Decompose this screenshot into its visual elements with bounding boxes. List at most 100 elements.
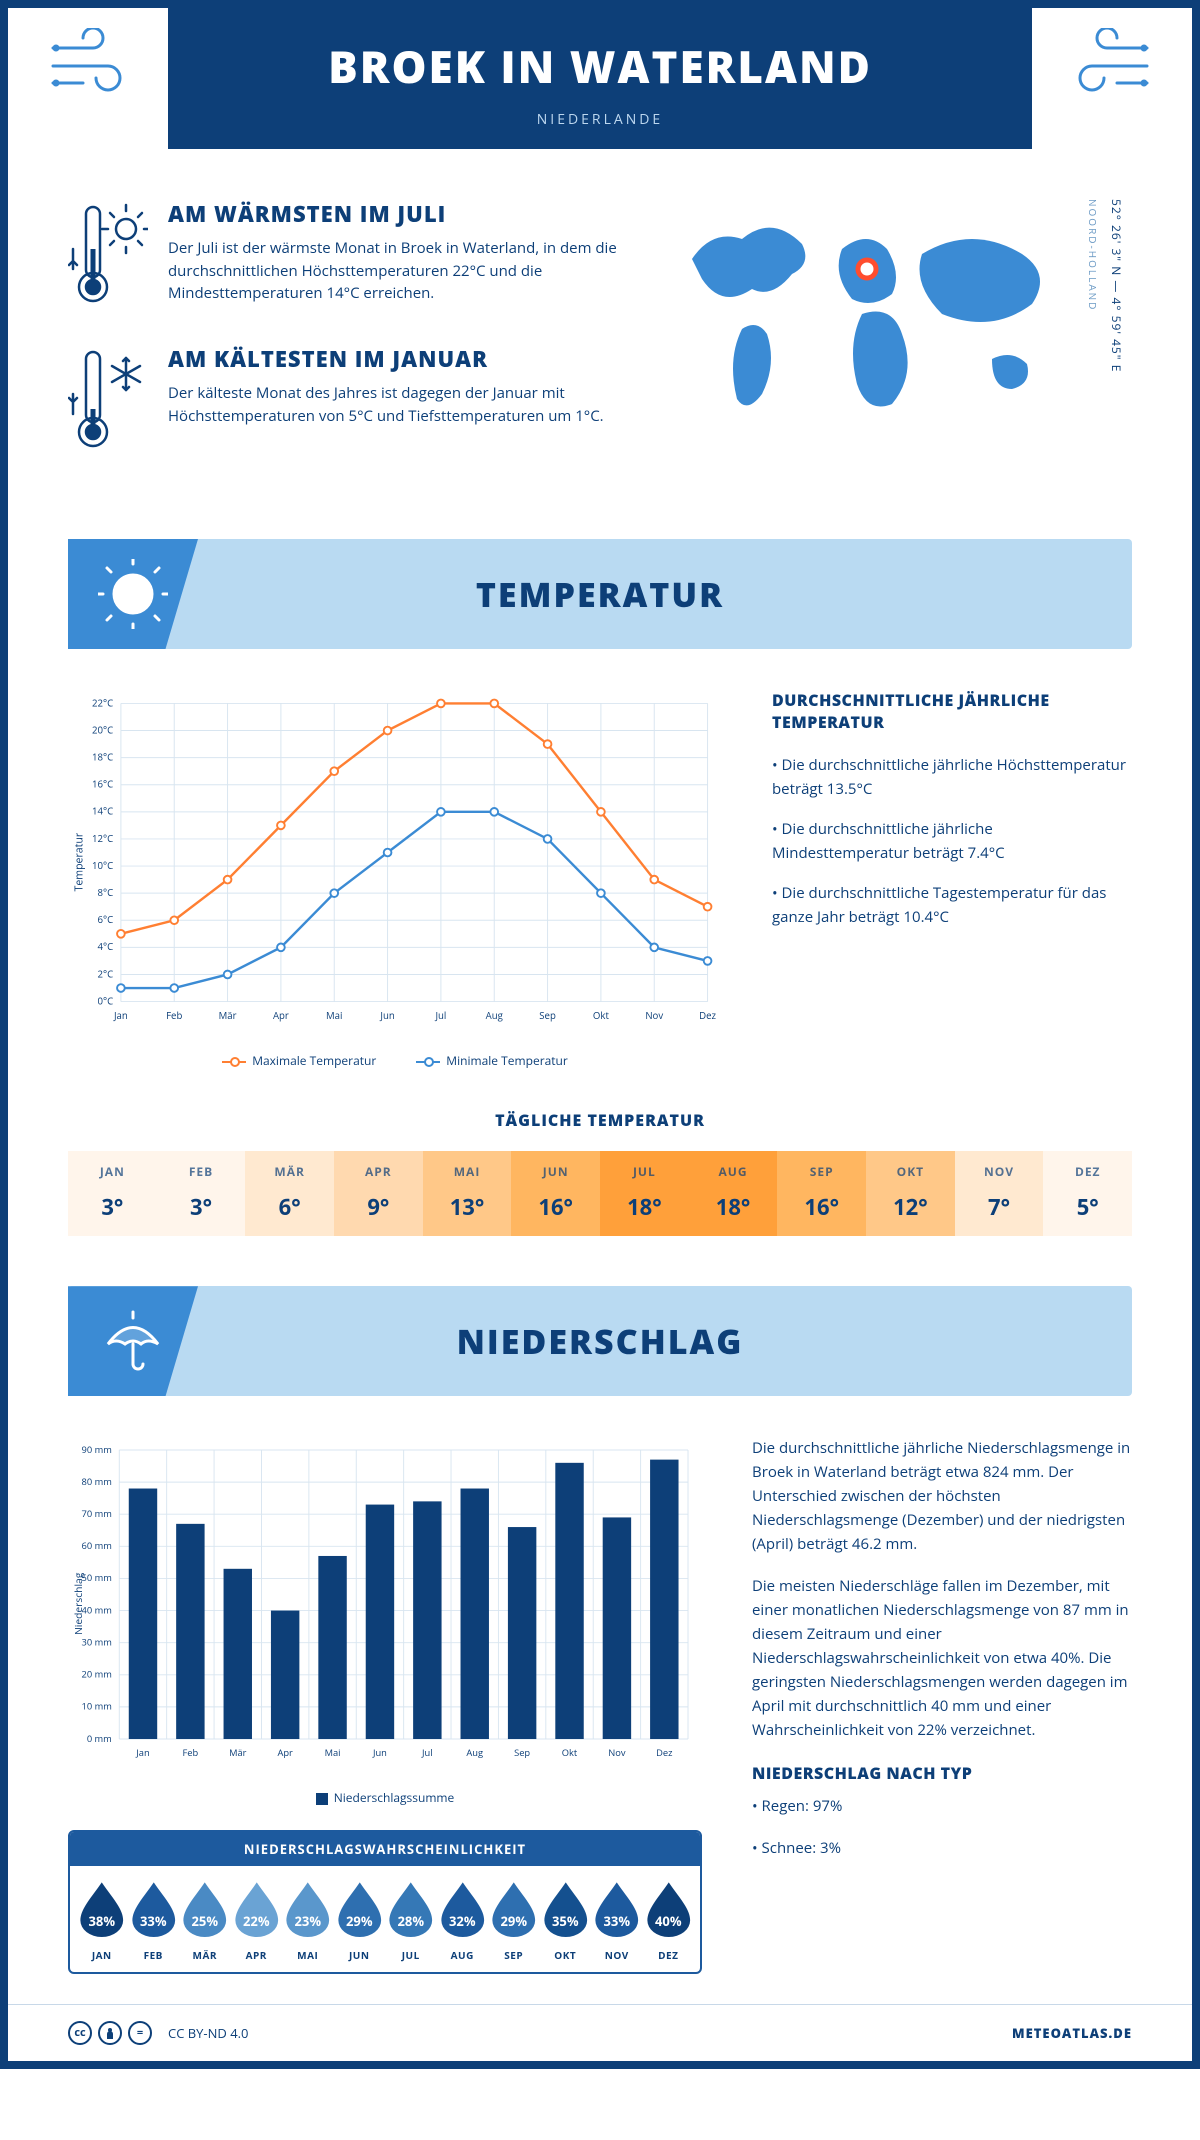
svg-text:0°C: 0°C: [98, 994, 114, 1007]
precipitation-probability: NIEDERSCHLAGSWAHRSCHEINLICHKEIT 38% JAN …: [68, 1830, 702, 1974]
svg-text:30 mm: 30 mm: [82, 1636, 112, 1649]
warmest-text: Der Juli ist der wärmste Monat in Broek …: [168, 237, 622, 305]
temperature-summary: DURCHSCHNITTLICHE JÄHRLICHE TEMPERATUR •…: [772, 689, 1132, 1069]
page-footer: cc = CC BY-ND 4.0 METEOATLAS.DE: [8, 2004, 1192, 2061]
probability-cell: 33% NOV: [593, 1880, 641, 1962]
temp-legend: .legend div:nth-child(1) .swatch::after{…: [68, 1052, 722, 1069]
svg-text:Jul: Jul: [434, 1009, 446, 1022]
intro-section: AM WÄRMSTEN IM JULI Der Juli ist der wär…: [8, 149, 1192, 519]
svg-text:0 mm: 0 mm: [87, 1732, 112, 1745]
svg-text:Feb: Feb: [166, 1009, 182, 1022]
precipitation-banner: NIEDERSCHLAG: [68, 1286, 1132, 1396]
precipitation-chart: 0 mm10 mm20 mm30 mm40 mm50 mm60 mm70 mm8…: [68, 1436, 702, 1806]
svg-text:Okt: Okt: [593, 1009, 610, 1022]
probability-cell: 25% MÄR: [181, 1880, 229, 1962]
temperature-banner: TEMPERATUR: [68, 539, 1132, 649]
svg-text:20 mm: 20 mm: [82, 1668, 112, 1681]
temp-cell: OKT12°: [866, 1151, 955, 1236]
probability-cell: 22% APR: [233, 1880, 281, 1962]
svg-text:Mär: Mär: [229, 1746, 247, 1759]
section-title: NIEDERSCHLAG: [457, 1318, 744, 1364]
svg-text:60 mm: 60 mm: [82, 1539, 112, 1552]
svg-text:Sep: Sep: [539, 1009, 556, 1022]
svg-text:16°C: 16°C: [92, 778, 113, 791]
world-map: NOORD-HOLLAND 52° 26' 3" N — 4° 59' 45" …: [662, 199, 1132, 489]
brand: METEOATLAS.DE: [1012, 2024, 1132, 2042]
svg-text:Jul: Jul: [421, 1746, 433, 1759]
wind-icon: [48, 28, 138, 103]
svg-text:Feb: Feb: [183, 1746, 199, 1759]
svg-text:Dez: Dez: [656, 1746, 672, 1759]
svg-text:Dez: Dez: [699, 1009, 716, 1022]
svg-text:Aug: Aug: [486, 1009, 504, 1022]
precipitation-summary: Die durchschnittliche jährliche Niedersc…: [752, 1436, 1132, 1974]
probability-cell: 29% SEP: [490, 1880, 538, 1962]
svg-text:90 mm: 90 mm: [82, 1443, 112, 1456]
svg-text:Mai: Mai: [325, 1746, 341, 1759]
svg-text:Jan: Jan: [135, 1746, 149, 1759]
svg-text:Jan: Jan: [113, 1009, 128, 1022]
svg-text:Apr: Apr: [273, 1009, 289, 1022]
temp-cell: NOV7°: [955, 1151, 1044, 1236]
temp-cell: JAN3°: [68, 1151, 157, 1236]
svg-text:8°C: 8°C: [98, 886, 114, 899]
probability-cell: 35% OKT: [542, 1880, 590, 1962]
thermometer-cold-icon: [68, 344, 148, 459]
svg-text:22°C: 22°C: [92, 696, 113, 709]
country-label: NIEDERLANDE: [208, 110, 992, 129]
wind-icon: [1062, 28, 1152, 103]
coldest-text: Der kälteste Monat des Jahres ist dagege…: [168, 382, 622, 427]
warmest-block: AM WÄRMSTEN IM JULI Der Juli ist der wär…: [68, 199, 622, 314]
temp-cell: JUL18°: [600, 1151, 689, 1236]
svg-text:Sep: Sep: [514, 1746, 530, 1759]
svg-text:Niederschlag: Niederschlag: [72, 1573, 86, 1636]
svg-text:18°C: 18°C: [92, 751, 113, 764]
umbrella-icon: [68, 1286, 198, 1396]
temp-cell: SEP16°: [777, 1151, 866, 1236]
svg-text:Temperatur: Temperatur: [72, 832, 86, 891]
svg-text:Nov: Nov: [608, 1746, 626, 1759]
precip-legend: Niederschlagssumme: [68, 1789, 702, 1806]
probability-cell: 40% DEZ: [645, 1880, 693, 1962]
probability-cell: 29% JUN: [336, 1880, 384, 1962]
probability-cell: 32% AUG: [439, 1880, 487, 1962]
temp-cell: JUN16°: [511, 1151, 600, 1236]
title-banner: BROEK IN WATERLAND NIEDERLANDE: [168, 8, 1032, 149]
temp-cell: MÄR6°: [245, 1151, 334, 1236]
nd-icon: =: [128, 2021, 152, 2045]
warmest-title: AM WÄRMSTEN IM JULI: [168, 199, 622, 229]
coldest-title: AM KÄLTESTEN IM JANUAR: [168, 344, 622, 374]
svg-text:80 mm: 80 mm: [82, 1475, 112, 1488]
temp-cell: APR9°: [334, 1151, 423, 1236]
by-icon: [98, 2021, 122, 2045]
coldest-block: AM KÄLTESTEN IM JANUAR Der kälteste Mona…: [68, 344, 622, 459]
region-label: NOORD-HOLLAND: [1086, 199, 1100, 311]
probability-cell: 33% FEB: [130, 1880, 178, 1962]
sun-icon: [68, 539, 198, 649]
page-header: BROEK IN WATERLAND NIEDERLANDE: [8, 8, 1192, 149]
svg-text:20°C: 20°C: [92, 723, 113, 736]
svg-text:Nov: Nov: [645, 1009, 663, 1022]
svg-text:12°C: 12°C: [92, 832, 113, 845]
cc-icon: cc: [68, 2021, 92, 2045]
probability-cell: 38% JAN: [78, 1880, 126, 1962]
svg-text:70 mm: 70 mm: [82, 1507, 112, 1520]
svg-text:2°C: 2°C: [98, 967, 114, 980]
svg-text:Jun: Jun: [379, 1009, 394, 1022]
section-title: TEMPERATUR: [476, 571, 724, 617]
coordinates: 52° 26' 3" N — 4° 59' 45" E: [1108, 199, 1125, 372]
svg-text:Mär: Mär: [219, 1009, 237, 1022]
svg-text:6°C: 6°C: [98, 913, 114, 926]
svg-text:Mai: Mai: [326, 1009, 342, 1022]
license: cc = CC BY-ND 4.0: [68, 2021, 248, 2045]
probability-cell: 23% MAI: [284, 1880, 332, 1962]
daily-temperature: TÄGLICHE TEMPERATUR JAN3° FEB3° MÄR6° AP…: [68, 1109, 1132, 1236]
temp-cell: DEZ5°: [1043, 1151, 1132, 1236]
temperature-chart: 0°C2°C4°C6°C8°C10°C12°C14°C16°C18°C20°C2…: [68, 689, 722, 1069]
thermometer-hot-icon: [68, 199, 148, 314]
svg-text:Apr: Apr: [277, 1746, 293, 1759]
svg-text:40 mm: 40 mm: [82, 1604, 112, 1617]
svg-text:10 mm: 10 mm: [82, 1700, 112, 1713]
temp-cell: MAI13°: [423, 1151, 512, 1236]
page-title: BROEK IN WATERLAND: [208, 36, 992, 96]
